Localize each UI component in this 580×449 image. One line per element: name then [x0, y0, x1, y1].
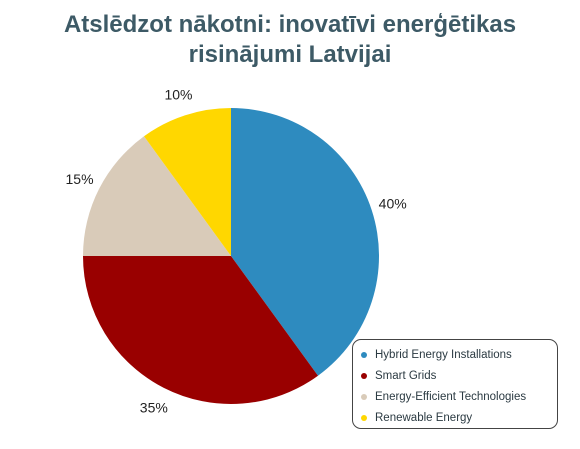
- legend-label: Energy-Efficient Technologies: [375, 390, 527, 403]
- legend-item-smart-grids: Smart Grids: [361, 365, 557, 386]
- pie-value-label: 15%: [66, 171, 94, 187]
- legend-item-renewable: Renewable Energy: [361, 407, 557, 428]
- pie-value-label: 40%: [379, 195, 407, 211]
- pie-slice-renewable: [144, 108, 231, 256]
- pie-value-label: 10%: [164, 86, 192, 102]
- legend: Hybrid Energy Installations Smart Grids …: [352, 339, 558, 429]
- chart-title-line-2: risinājumi Latvijai: [188, 41, 392, 68]
- legend-label: Smart Grids: [375, 369, 437, 382]
- legend-label: Renewable Energy: [375, 411, 473, 424]
- pie-slice-smart-grids: [83, 256, 318, 404]
- pie-value-labels: 40% 35% 15% 10%: [66, 86, 407, 415]
- legend-marker-icon: [361, 414, 367, 421]
- legend-label: Hybrid Energy Installations: [375, 348, 512, 361]
- chart-title-line-1: Atslēdzot nākotni: inovatīvi enerģētikas: [63, 11, 517, 38]
- legend-marker-icon: [361, 372, 367, 379]
- legend-item-hybrid: Hybrid Energy Installations: [361, 344, 557, 365]
- chart-title: Atslēdzot nākotni: inovatīvi enerģētikas…: [0, 10, 580, 70]
- pie-slice-energy-efficient: [83, 136, 231, 256]
- pie-value-label: 35%: [140, 399, 168, 415]
- legend-marker-icon: [361, 351, 367, 358]
- legend-marker-icon: [361, 393, 367, 400]
- legend-item-energy-efficient: Energy-Efficient Technologies: [361, 386, 557, 407]
- pie-slice-hybrid: [231, 108, 379, 376]
- pie-slices: [83, 108, 379, 404]
